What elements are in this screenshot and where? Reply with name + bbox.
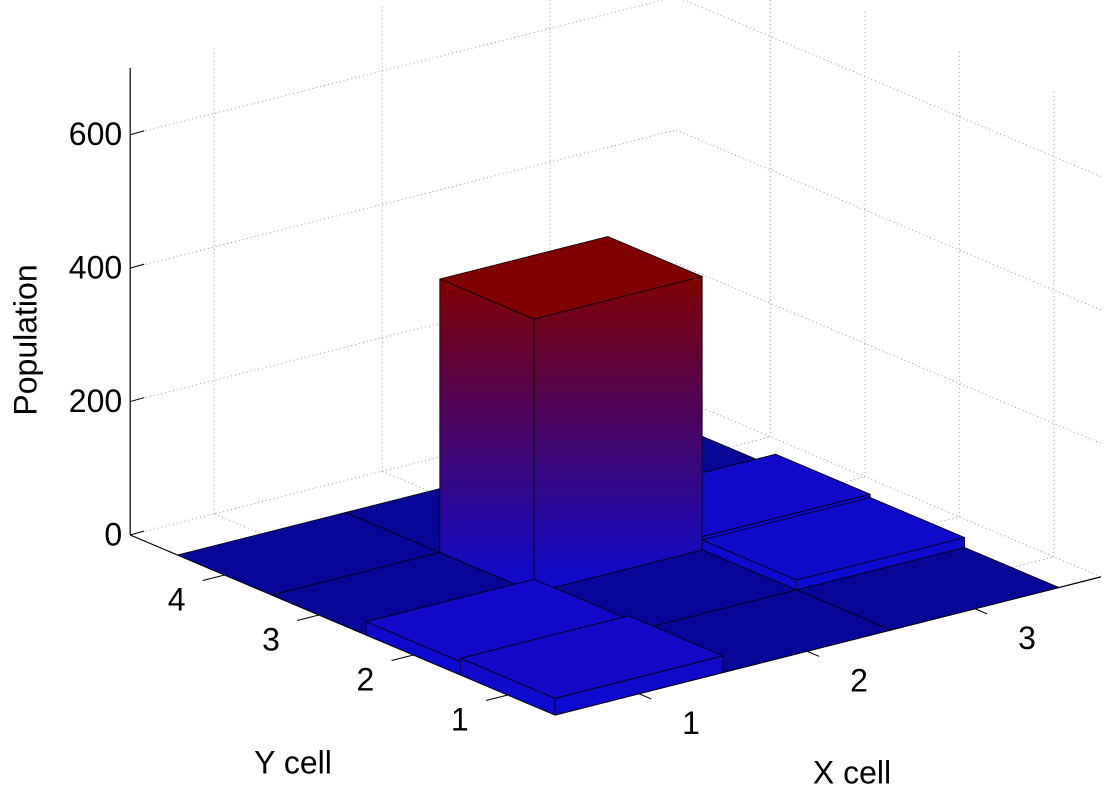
- x-tick-label: 2: [850, 663, 868, 699]
- z-tick: [130, 397, 145, 403]
- x-tick: [974, 608, 988, 615]
- y-tick-label: 2: [357, 661, 375, 697]
- bar: [701, 497, 965, 591]
- x-axis-label: X cell: [813, 754, 891, 790]
- bar-side: [439, 278, 535, 593]
- grid-line: [130, 0, 665, 136]
- z-tick-label: 600: [69, 116, 122, 152]
- z-tick-label: 200: [69, 383, 122, 419]
- bar-front: [533, 276, 703, 593]
- z-tick: [130, 263, 145, 269]
- y-tick: [297, 614, 320, 622]
- x-tick-label: 3: [1018, 620, 1036, 656]
- z-tick-label: 400: [69, 250, 122, 286]
- y-tick-label: 3: [262, 621, 280, 657]
- z-tick: [130, 130, 145, 136]
- y-tick-label: 1: [451, 701, 469, 737]
- z-tick-label: 0: [104, 516, 122, 552]
- y-axis-label: Y cell: [254, 744, 332, 780]
- bar: [460, 615, 724, 716]
- x-tick: [638, 693, 652, 700]
- bar-top: [701, 497, 965, 581]
- bars: [176, 236, 1060, 716]
- x-tick: [806, 650, 820, 657]
- x-tick-label: 1: [682, 705, 700, 741]
- bar: [439, 236, 703, 593]
- y-tick: [391, 654, 414, 662]
- grid-line: [676, 129, 1102, 311]
- grid-line: [682, 0, 1102, 178]
- grid-line: [676, 396, 1102, 578]
- y-tick: [485, 694, 508, 702]
- y-tick: [202, 574, 225, 582]
- z-axis-label: Population: [7, 264, 43, 415]
- bar-top: [460, 615, 724, 699]
- z-tick: [130, 530, 145, 536]
- y-tick-label: 4: [168, 581, 186, 617]
- grid-line: [676, 262, 1102, 444]
- bar-top: [439, 236, 703, 320]
